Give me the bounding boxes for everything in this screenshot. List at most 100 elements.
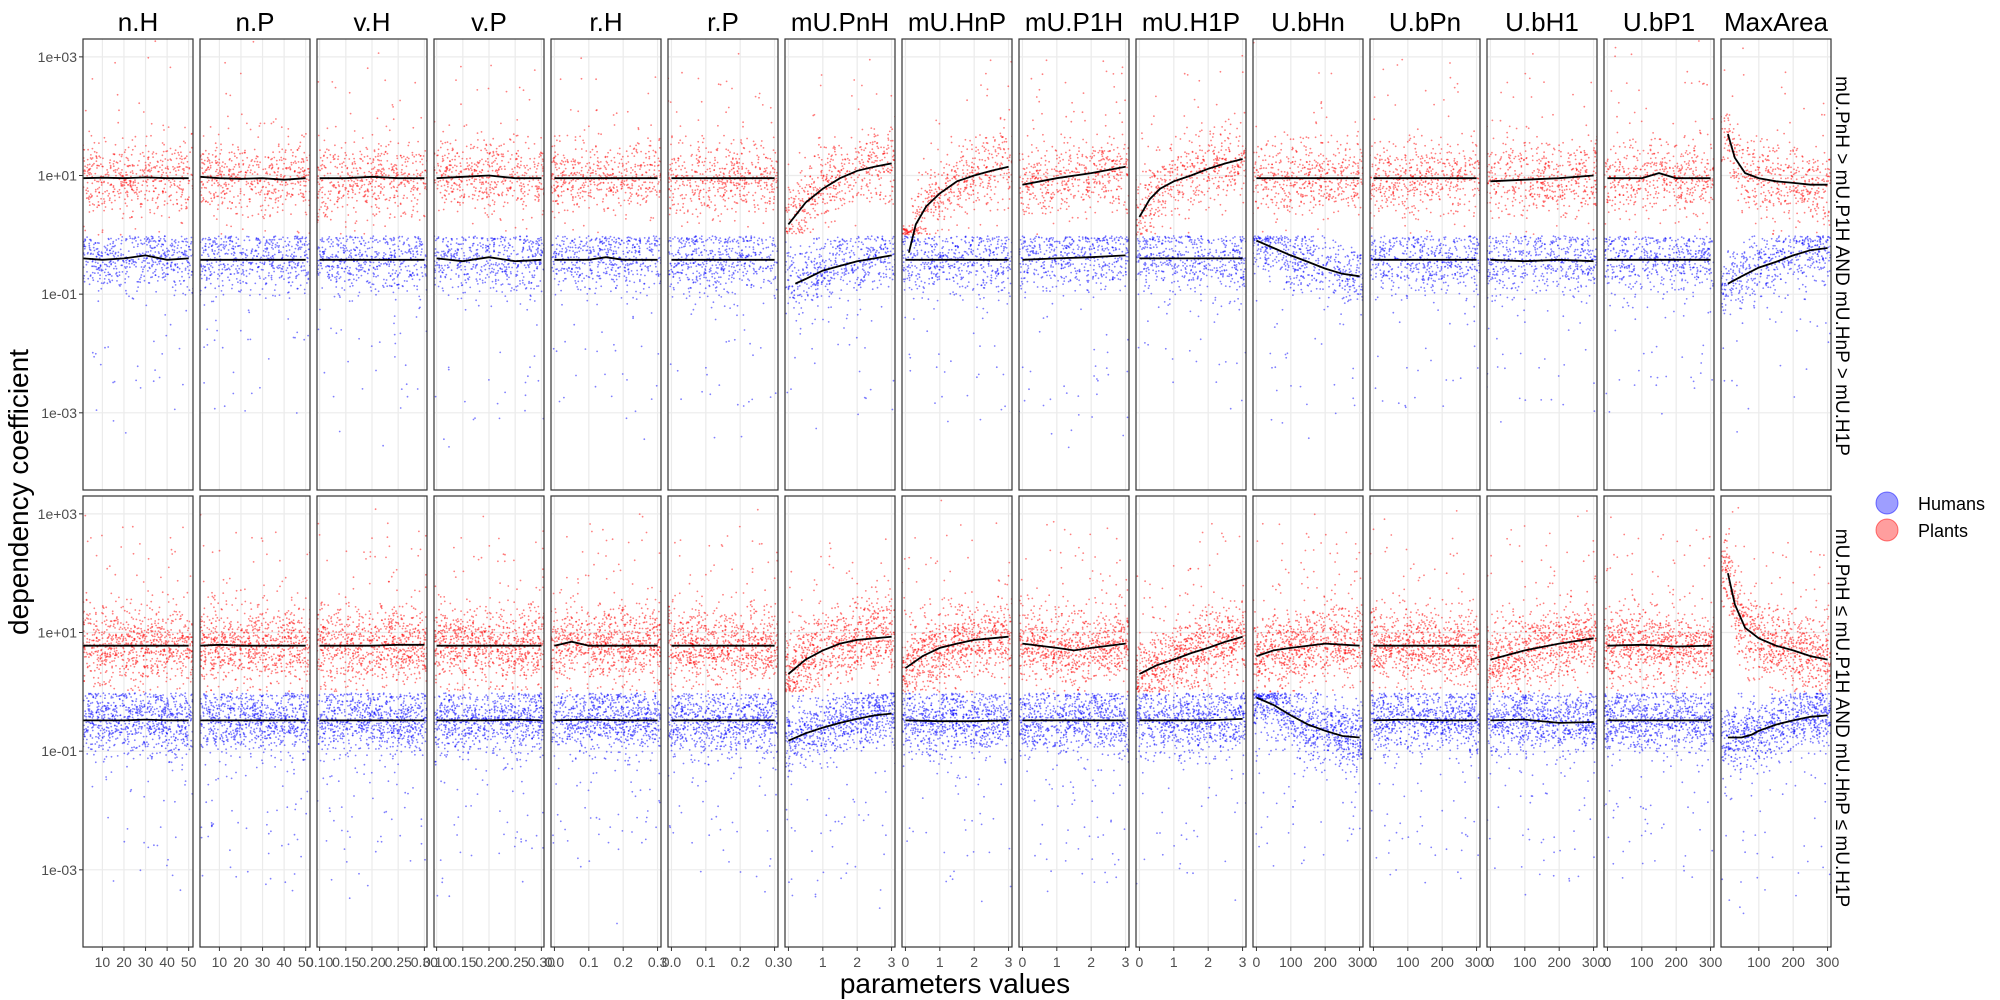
point-humans — [281, 844, 283, 847]
point-plants — [141, 203, 143, 206]
point-plants — [296, 592, 299, 594]
point-humans — [261, 262, 264, 265]
point-plants — [151, 626, 153, 628]
point-humans — [174, 757, 177, 759]
point-plants — [125, 178, 127, 181]
point-plants — [257, 636, 259, 638]
point-humans — [98, 734, 101, 737]
point-plants — [103, 620, 106, 623]
point-plants — [285, 181, 287, 184]
point-plants — [271, 167, 274, 169]
point-plants — [114, 652, 117, 654]
point-humans — [276, 266, 278, 269]
point-plants — [164, 191, 167, 194]
point-plants — [233, 646, 236, 649]
point-humans — [273, 731, 276, 733]
point-humans — [171, 238, 173, 241]
point-plants — [225, 600, 228, 602]
point-plants — [173, 184, 176, 187]
point-plants — [97, 681, 100, 684]
point-plants — [106, 173, 108, 176]
point-humans — [256, 255, 258, 258]
point-humans — [271, 238, 274, 241]
point-plants — [205, 690, 208, 693]
point-plants — [272, 192, 274, 195]
point-plants — [249, 661, 252, 663]
point-humans — [131, 733, 133, 735]
point-plants — [162, 620, 164, 622]
point-humans — [111, 245, 114, 248]
point-humans — [306, 244, 309, 246]
point-plants — [212, 596, 215, 599]
point-humans — [222, 293, 225, 296]
point-plants — [266, 640, 269, 642]
point-humans — [174, 705, 177, 708]
point-plants — [142, 180, 145, 183]
point-humans — [267, 832, 270, 835]
point-plants — [188, 167, 191, 170]
point-humans — [260, 723, 263, 725]
point-plants — [299, 184, 302, 187]
point-humans — [298, 704, 301, 707]
point-plants — [163, 661, 166, 664]
point-plants — [213, 215, 215, 217]
point-plants — [165, 172, 168, 174]
point-humans — [303, 288, 306, 291]
point-plants — [172, 655, 175, 657]
point-humans — [96, 706, 99, 708]
point-plants — [230, 620, 232, 623]
point-plants — [130, 687, 133, 690]
point-plants — [256, 634, 258, 637]
point-plants — [147, 618, 150, 621]
point-plants — [138, 102, 141, 105]
point-humans — [118, 698, 121, 700]
point-humans — [238, 730, 241, 733]
point-humans — [182, 738, 185, 740]
point-humans — [233, 710, 236, 712]
point-plants — [166, 661, 169, 663]
point-plants — [169, 199, 172, 202]
point-plants — [269, 164, 272, 167]
point-plants — [216, 174, 218, 177]
point-plants — [214, 159, 217, 162]
point-humans — [107, 727, 110, 729]
point-humans — [242, 272, 244, 274]
point-humans — [177, 271, 179, 274]
point-humans — [203, 304, 206, 306]
point-humans — [184, 708, 186, 711]
point-humans — [170, 761, 173, 764]
point-plants — [156, 666, 159, 669]
point-humans — [267, 358, 270, 360]
point-plants — [187, 182, 190, 185]
point-humans — [291, 245, 293, 248]
point-plants — [268, 190, 271, 193]
point-plants — [302, 200, 305, 202]
point-humans — [149, 709, 152, 712]
point-plants — [151, 153, 154, 155]
point-plants — [90, 195, 93, 198]
point-plants — [139, 634, 142, 637]
point-humans — [223, 264, 226, 267]
point-plants — [101, 192, 104, 195]
point-plants — [163, 666, 166, 669]
point-plants — [304, 174, 307, 177]
point-plants — [142, 654, 145, 657]
point-plants — [166, 202, 169, 205]
point-humans — [182, 240, 185, 243]
point-plants — [287, 648, 290, 651]
point-humans — [99, 709, 102, 711]
point-plants — [87, 148, 89, 151]
point-plants — [161, 169, 163, 171]
point-plants — [273, 653, 275, 656]
point-plants — [272, 151, 274, 154]
point-humans — [184, 726, 187, 729]
point-plants — [89, 613, 91, 615]
point-plants — [215, 614, 217, 616]
point-plants — [257, 136, 260, 139]
point-humans — [152, 694, 155, 696]
point-plants — [111, 666, 113, 669]
point-plants — [184, 652, 187, 655]
point-humans — [146, 708, 149, 710]
point-humans — [145, 735, 148, 738]
point-plants — [264, 214, 266, 216]
